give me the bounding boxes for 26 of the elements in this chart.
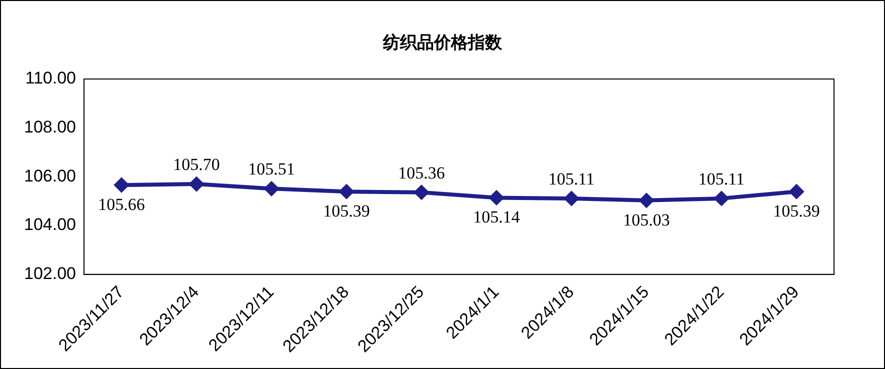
data-label: 105.39 xyxy=(773,202,820,221)
y-tick-label: 110.00 xyxy=(25,68,76,88)
point xyxy=(189,177,204,192)
data-label: 105.70 xyxy=(173,155,220,174)
point xyxy=(564,191,578,206)
point xyxy=(264,182,278,196)
y-tick-label: 104.00 xyxy=(24,215,76,234)
data-label: 105.14 xyxy=(473,208,520,227)
y-tick-label: 102.00 xyxy=(24,264,76,284)
y-tick-label: 108.00 xyxy=(24,118,76,137)
data-label: 105.36 xyxy=(398,163,445,182)
point xyxy=(640,193,654,208)
point xyxy=(114,178,128,192)
data-label: 105.39 xyxy=(323,202,370,221)
data-label: 105.11 xyxy=(698,169,745,188)
data-label: 105.03 xyxy=(623,210,670,230)
data-label: 105.66 xyxy=(98,194,145,214)
point xyxy=(790,184,804,199)
point xyxy=(490,190,504,205)
data-label: 105.11 xyxy=(548,169,595,188)
point xyxy=(414,185,428,200)
point xyxy=(714,191,728,206)
y-tick-label: 106.00 xyxy=(24,166,76,186)
data-label: 105.51 xyxy=(248,160,295,179)
chart-title: 纺织品价格指数 xyxy=(382,32,503,54)
point xyxy=(340,184,354,199)
